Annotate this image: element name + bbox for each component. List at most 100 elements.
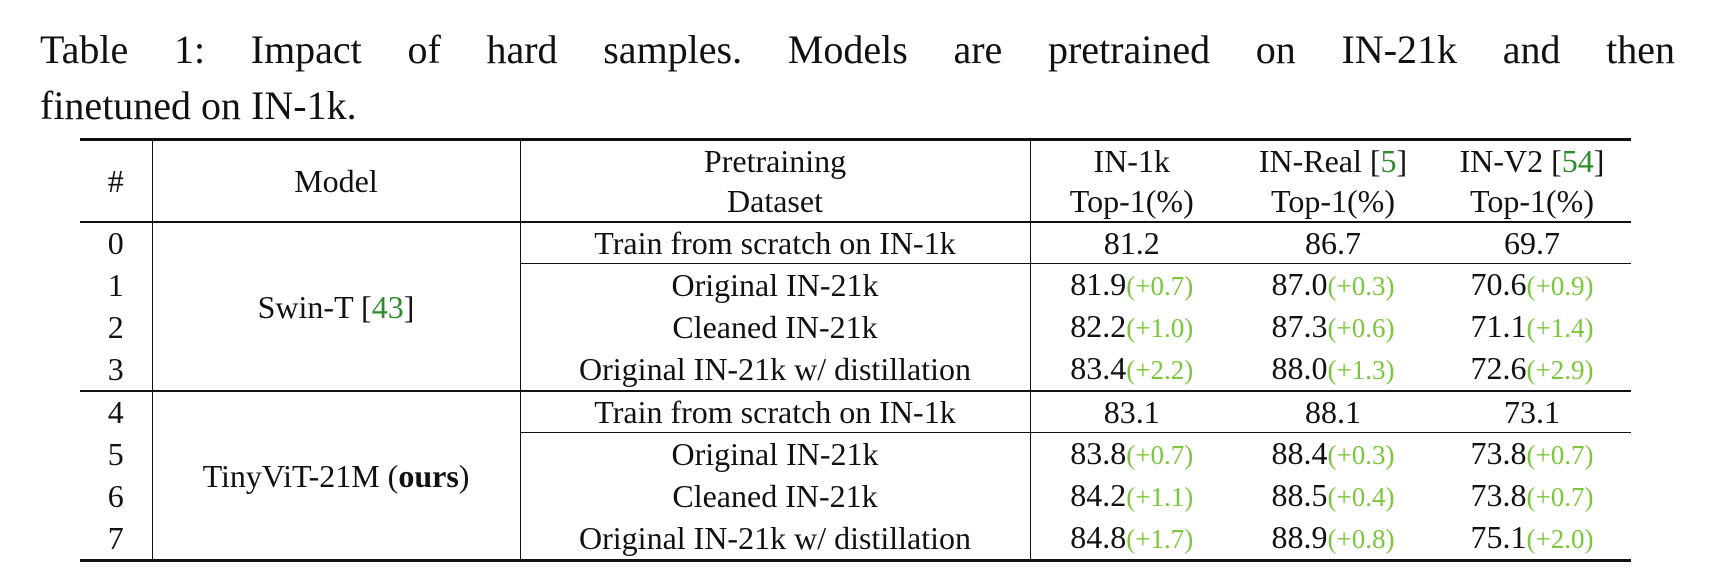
score-delta: (+1.3) xyxy=(1327,355,1395,385)
row-index: 3 xyxy=(80,348,153,391)
score-value: 88.9 xyxy=(1271,519,1328,555)
score-in1k: 83.1 xyxy=(1030,391,1233,433)
header-in-v2: IN-V2 [54] Top-1(%) xyxy=(1459,143,1605,219)
table-row: 0 Swin-T [43] Train from scratch on IN-1k 8… xyxy=(80,222,1631,391)
score-v2: 69.7 xyxy=(1433,222,1631,264)
score-in1k: 83.4(+2.2) xyxy=(1030,348,1233,391)
pretraining-dataset: Original IN-21k xyxy=(520,263,1031,306)
score-value: 82.2 xyxy=(1070,308,1127,344)
table-row: 3 Original IN-21k w/ distillation 83.4(+2.… xyxy=(80,348,1631,391)
score-value: 83.4 xyxy=(1070,350,1127,386)
score-v2: 70.6(+0.9) xyxy=(1433,263,1631,306)
score-real: 88.1 xyxy=(1233,391,1433,433)
header-model: Model xyxy=(152,139,521,222)
score-value: 88.1 xyxy=(1305,394,1361,430)
score-value: 83.1 xyxy=(1103,394,1160,430)
score-delta: (+1.1) xyxy=(1126,482,1194,512)
score-delta: (+2.0) xyxy=(1526,524,1594,554)
header-row: # Model Pretraining Dataset IN-1k Top-1(… xyxy=(80,139,1631,222)
score-in1k: 84.2(+1.1) xyxy=(1030,475,1233,517)
model-name: TinyViT-21M xyxy=(202,457,380,494)
table-row: 1 Original IN-21k 81.9(+0.7) 87.0(+0.3) 70.6… xyxy=(80,263,1631,306)
score-v2: 73.1 xyxy=(1433,391,1631,433)
score-v2: 75.1(+2.0) xyxy=(1433,517,1631,561)
pretraining-dataset: Original IN-21k w/ distillation xyxy=(520,348,1031,391)
model-suffix-open: ( xyxy=(387,457,399,494)
citation-link[interactable]: 5 xyxy=(1380,143,1397,179)
score-value: 86.7 xyxy=(1305,225,1361,261)
score-delta: (+0.9) xyxy=(1526,271,1594,301)
table-row: 2 Cleaned IN-21k 82.2(+1.0) 87.3(+0.6) 71.1(… xyxy=(80,306,1631,348)
score-value: 84.2 xyxy=(1070,477,1127,513)
score-delta: (+0.3) xyxy=(1327,271,1395,301)
score-real: 87.0(+0.3) xyxy=(1233,263,1433,306)
citation-link[interactable]: 43 xyxy=(371,288,404,325)
row-index: 0 xyxy=(80,222,153,264)
score-delta: (+0.6) xyxy=(1327,313,1395,343)
pretraining-dataset: Train from scratch on IN-1k xyxy=(520,391,1031,433)
score-delta: (+0.8) xyxy=(1327,524,1395,554)
score-delta: (+1.4) xyxy=(1526,313,1594,343)
row-index: 7 xyxy=(80,517,153,561)
score-v2: 71.1(+1.4) xyxy=(1433,306,1631,348)
score-real: 88.9(+0.8) xyxy=(1233,517,1433,561)
table-row: 4 TinyViT-21M (ours) Train from scratch on… xyxy=(80,391,1631,561)
score-value: 87.3 xyxy=(1271,308,1328,344)
score-value: 83.8 xyxy=(1070,435,1127,471)
model-name-cell: Swin-T [43] xyxy=(152,222,521,391)
score-v2: 73.8(+0.7) xyxy=(1433,475,1631,517)
score-in1k: 82.2(+1.0) xyxy=(1030,306,1233,348)
score-delta: (+1.7) xyxy=(1126,524,1194,554)
score-value: 81.9 xyxy=(1070,266,1127,302)
model-suffix-ours: ours xyxy=(398,457,459,494)
results-table: # Model Pretraining Dataset IN-1k Top-1(… xyxy=(80,138,1631,562)
score-delta: (+2.9) xyxy=(1526,355,1594,385)
score-v2: 73.8(+0.7) xyxy=(1433,432,1631,475)
score-in1k: 83.8(+0.7) xyxy=(1030,432,1233,475)
score-value: 73.8 xyxy=(1470,477,1527,513)
header-in1k: IN-1k Top-1(%) xyxy=(1069,143,1194,219)
row-index: 5 xyxy=(80,432,153,475)
score-value: 84.8 xyxy=(1070,519,1127,555)
caption-line-1: Table 1: Impact of hard samples. Models … xyxy=(40,27,1675,72)
score-value: 73.1 xyxy=(1504,394,1560,430)
score-v2: 72.6(+2.9) xyxy=(1433,348,1631,391)
table-row: 6 Cleaned IN-21k 84.2(+1.1) 88.5(+0.4) 73.8(… xyxy=(80,475,1631,517)
table-row: 5 Original IN-21k 83.8(+0.7) 88.4(+0.3) 73.8… xyxy=(80,432,1631,475)
model-name: Swin-T xyxy=(257,288,354,325)
score-in1k: 81.2 xyxy=(1030,222,1233,264)
score-delta: (+0.7) xyxy=(1526,482,1594,512)
score-in1k: 81.9(+0.7) xyxy=(1030,263,1233,306)
header-dataset: Pretraining Dataset xyxy=(520,139,1031,222)
score-real: 88.5(+0.4) xyxy=(1233,475,1433,517)
score-real: 88.0(+1.3) xyxy=(1233,348,1433,391)
row-index: 2 xyxy=(80,306,153,348)
score-delta: (+2.2) xyxy=(1126,355,1194,385)
score-value: 87.0 xyxy=(1271,266,1328,302)
pretraining-dataset: Train from scratch on IN-1k xyxy=(520,222,1031,264)
score-delta: (+0.3) xyxy=(1327,440,1395,470)
row-index: 4 xyxy=(80,391,153,433)
score-delta: (+0.7) xyxy=(1526,440,1594,470)
score-real: 86.7 xyxy=(1233,222,1433,264)
pretraining-dataset: Cleaned IN-21k xyxy=(520,475,1031,517)
row-index: 6 xyxy=(80,475,153,517)
header-in-real: IN-Real [5] Top-1(%) xyxy=(1258,143,1408,219)
header-idx: # xyxy=(80,139,153,222)
pretraining-dataset: Cleaned IN-21k xyxy=(520,306,1031,348)
citation-link[interactable]: 54 xyxy=(1561,143,1594,179)
score-delta: (+0.7) xyxy=(1126,271,1194,301)
pretraining-dataset: Original IN-21k xyxy=(520,432,1031,475)
table-caption: Table 1: Impact of hard samples. Models … xyxy=(40,22,1675,134)
score-value: 69.7 xyxy=(1504,225,1560,261)
caption-line-2: finetuned on IN-1k. xyxy=(40,83,357,128)
score-value: 75.1 xyxy=(1470,519,1527,555)
score-value: 72.6 xyxy=(1470,350,1527,386)
score-real: 87.3(+0.6) xyxy=(1233,306,1433,348)
model-suffix-close: ) xyxy=(458,457,470,494)
pretraining-dataset: Original IN-21k w/ distillation xyxy=(520,517,1031,561)
score-value: 81.2 xyxy=(1103,225,1160,261)
score-value: 88.4 xyxy=(1271,435,1328,471)
score-value: 71.1 xyxy=(1470,308,1527,344)
score-value: 88.0 xyxy=(1271,350,1328,386)
